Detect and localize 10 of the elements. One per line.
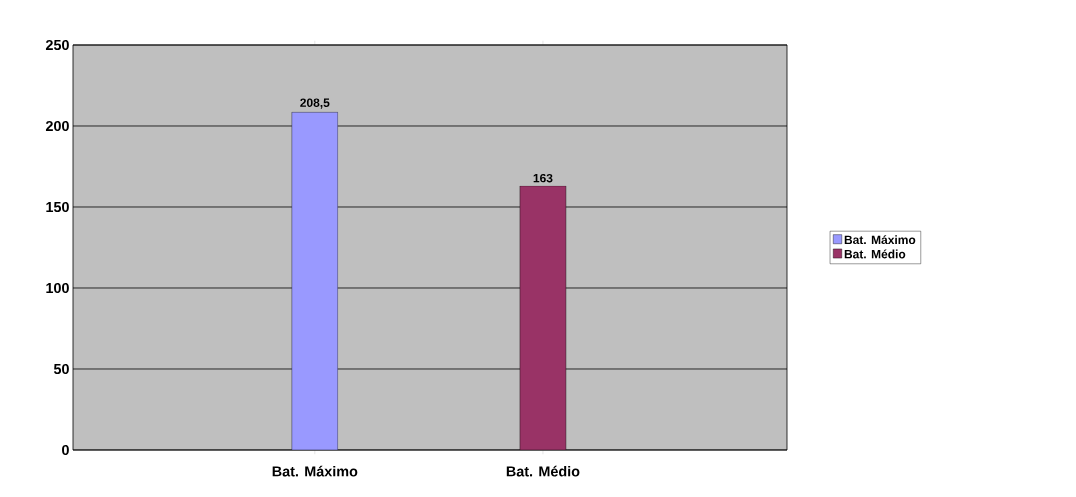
legend-label: Bat. Máximo [844,235,916,245]
data-label: 163 [533,173,553,183]
y-tick-label: 200 [45,120,69,132]
data-label: 208,5 [300,98,330,109]
y-tick-label: 150 [46,201,69,213]
y-tick-label: 0 [62,444,69,456]
y-tick-label: 100 [46,282,69,294]
legend-label: Bat. Médio [844,249,906,259]
y-tick-label: 50 [53,363,69,375]
y-tick-label: 250 [45,39,69,51]
